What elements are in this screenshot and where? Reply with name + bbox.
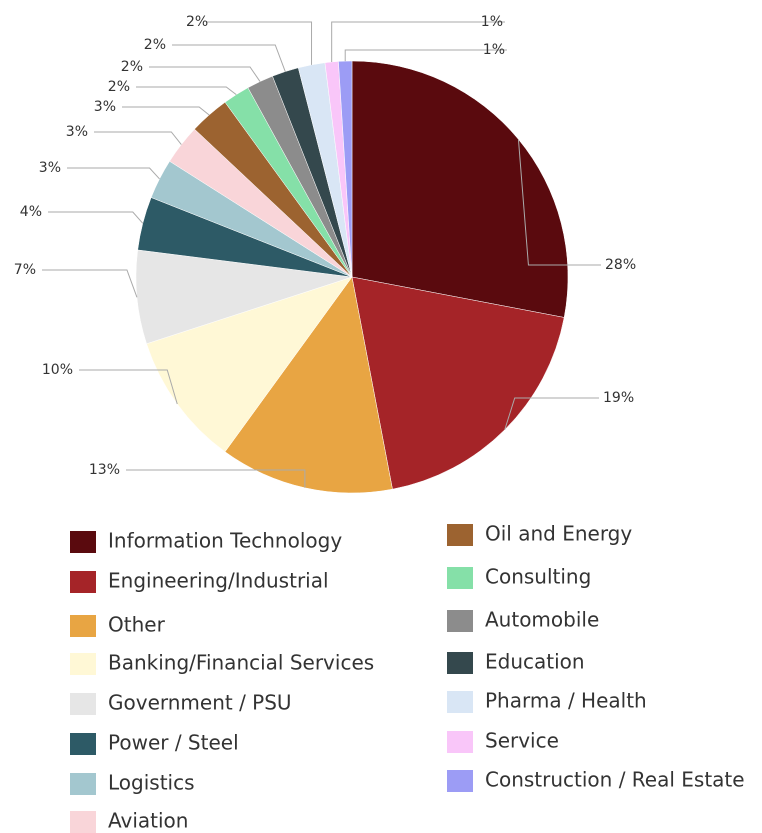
legend-label: Other <box>108 613 166 637</box>
leader-line <box>79 369 178 405</box>
legend-swatch <box>70 693 96 715</box>
legend-label: Engineering/Industrial <box>108 569 329 593</box>
leader-line <box>136 86 237 96</box>
legend-swatch <box>447 652 473 674</box>
data-label: 2% <box>108 79 130 95</box>
legend-label: Construction / Real Estate <box>485 768 745 792</box>
leader-line <box>172 44 286 72</box>
data-label: 13% <box>89 462 120 478</box>
legend-label: Logistics <box>108 771 195 795</box>
legend-swatch <box>70 615 96 637</box>
leader-line <box>331 21 505 62</box>
legend-label: Government / PSU <box>108 691 292 715</box>
legend-swatch <box>70 811 96 833</box>
leader-line <box>42 269 138 298</box>
legend-swatch <box>447 731 473 753</box>
leader-line <box>94 131 182 145</box>
data-label: 1% <box>481 14 503 30</box>
legend-label: Aviation <box>108 809 188 833</box>
legend-label: Power / Steel <box>108 731 239 755</box>
data-label: 7% <box>14 262 36 278</box>
leader-line <box>149 66 261 82</box>
legend-swatch <box>447 610 473 632</box>
legend-swatch <box>70 531 96 553</box>
legend-label: Consulting <box>485 565 591 589</box>
legend-swatch <box>447 770 473 792</box>
leader-line <box>48 211 144 224</box>
pie-slice <box>146 276 353 453</box>
legend-swatch <box>70 773 96 795</box>
data-label: 19% <box>603 390 634 406</box>
leader-line <box>504 397 599 430</box>
data-label: 28% <box>605 257 636 273</box>
legend-swatch <box>447 524 473 546</box>
leader-line <box>206 21 313 65</box>
pie-slice <box>351 60 569 318</box>
data-label: 2% <box>186 14 208 30</box>
legend-label: Pharma / Health <box>485 689 647 713</box>
leader-line <box>67 167 160 180</box>
data-label: 3% <box>66 124 88 140</box>
leader-line <box>122 106 210 116</box>
data-label: 2% <box>144 37 166 53</box>
legend-swatch <box>70 653 96 675</box>
data-label: 3% <box>94 99 116 115</box>
leader-line <box>517 139 601 266</box>
legend-swatch <box>447 691 473 713</box>
legend-label: Education <box>485 650 585 674</box>
legend-label: Automobile <box>485 608 599 632</box>
data-label: 1% <box>483 42 505 58</box>
legend-swatch <box>70 571 96 593</box>
data-label: 4% <box>20 204 42 220</box>
leader-line <box>344 49 507 62</box>
data-label: 3% <box>39 160 61 176</box>
leader-line <box>126 469 306 488</box>
legend-swatch <box>447 567 473 589</box>
legend-label: Banking/Financial Services <box>108 651 374 675</box>
legend-label: Information Technology <box>108 529 342 553</box>
legend-label: Service <box>485 729 559 753</box>
legend-swatch <box>70 733 96 755</box>
legend-label: Oil and Energy <box>485 522 632 546</box>
data-label: 10% <box>42 362 73 378</box>
data-label: 2% <box>121 59 143 75</box>
